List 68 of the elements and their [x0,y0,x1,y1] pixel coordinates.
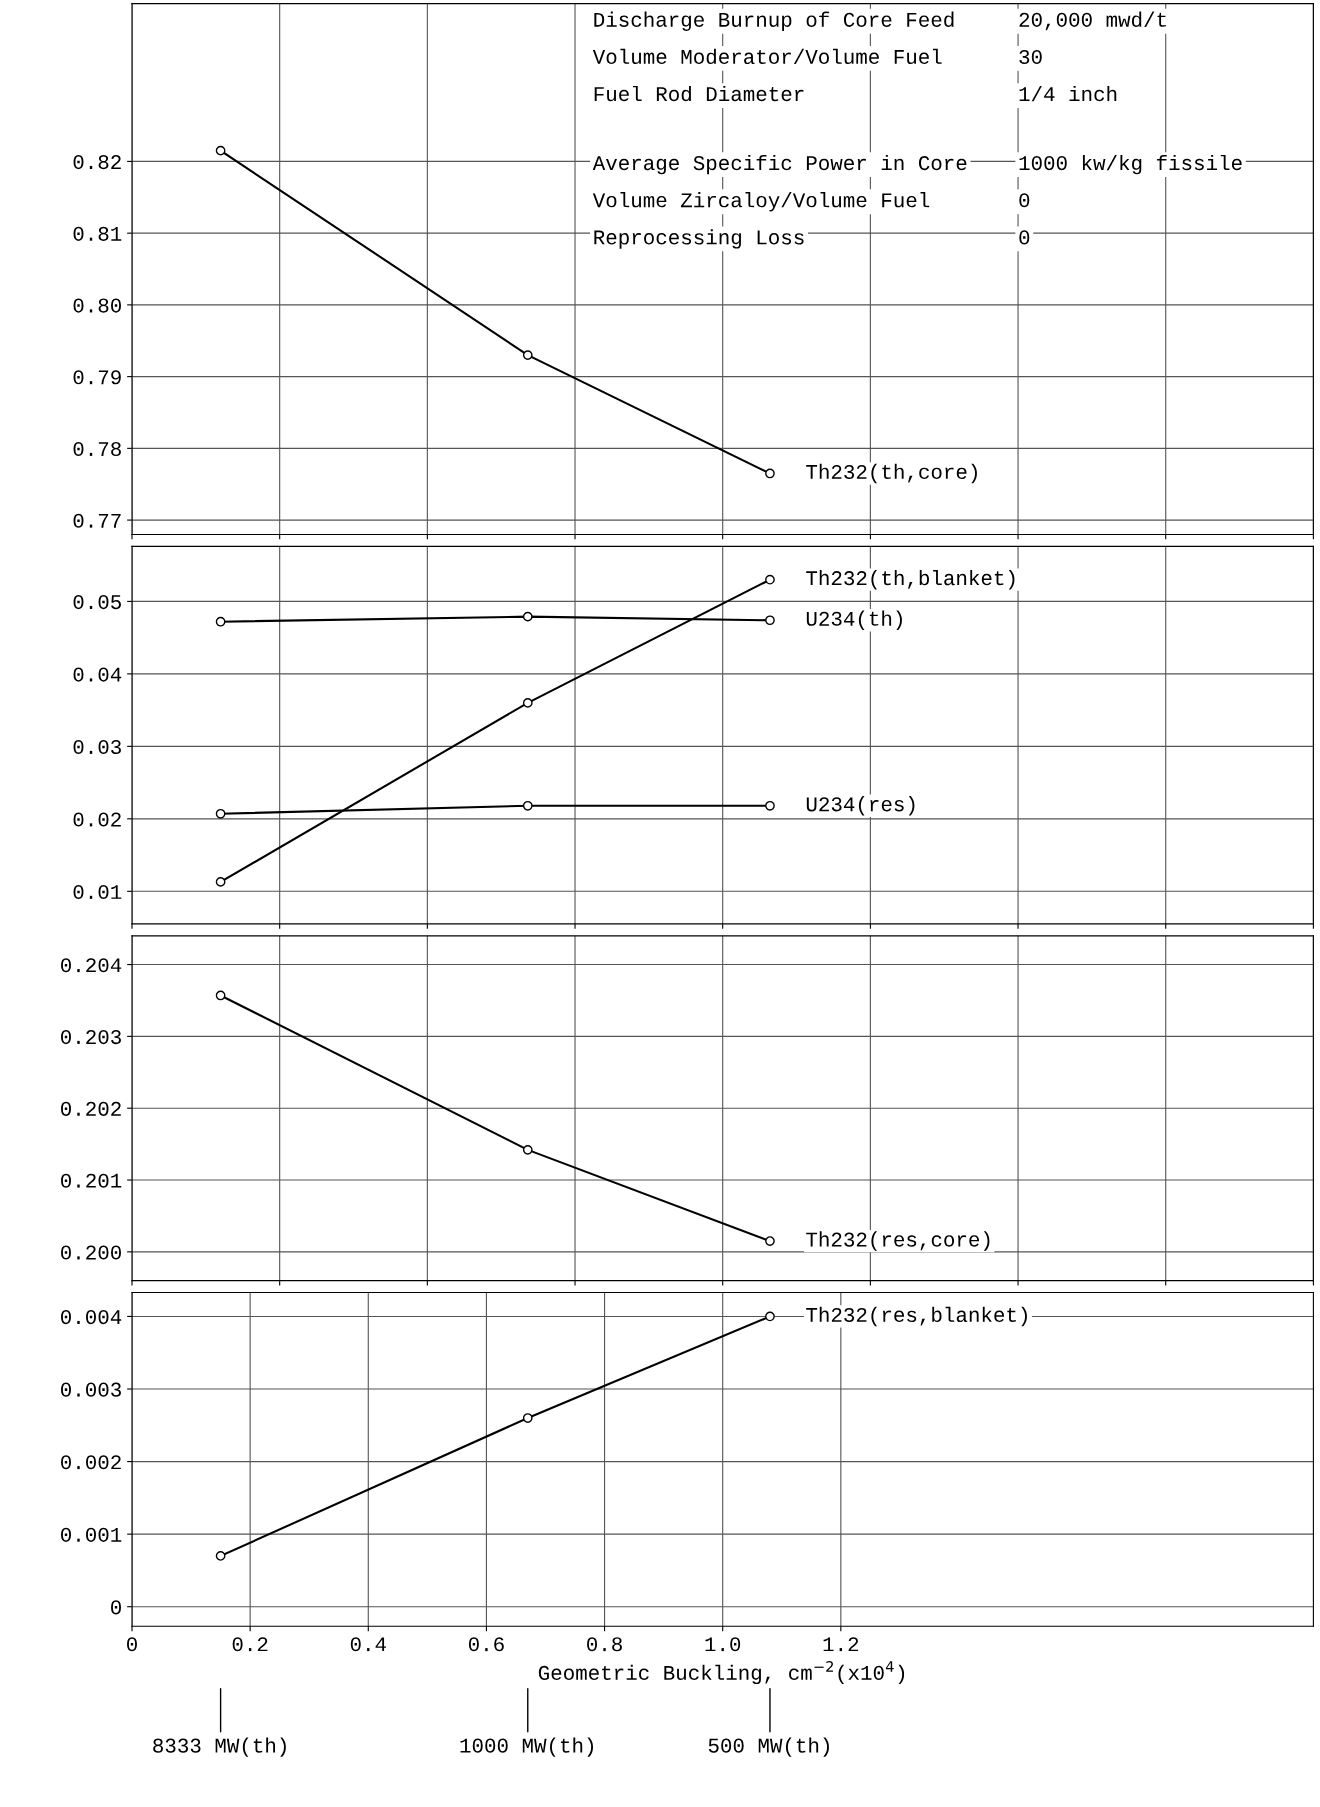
annotation: 0 [1019,230,1030,245]
point [765,800,775,811]
x-tick-label: 0.6 [468,1637,504,1652]
point [765,1311,775,1322]
y-tick-label: 0.003 [61,1382,121,1397]
annotation: 30 [1019,49,1042,65]
point [522,1413,533,1423]
annotation: 0 [1019,193,1030,208]
y-tick-label: 0.81 [73,226,122,241]
point [215,877,226,887]
point [215,1551,226,1561]
x-tick-label: 0 [127,1637,137,1652]
y-tick-label: 0.202 [61,1101,121,1116]
annotation: 1000 MW(th) [460,1737,594,1757]
x-tick-label: 1.2 [823,1637,859,1652]
series-label: U234(th) [806,610,902,630]
annotation: Volume Zircaloy/Volume Fuel [592,192,930,212]
y-tick-label: 0.79 [73,370,121,385]
series-label: U234(res) [806,796,915,816]
point [215,616,226,627]
x-tick-label: 0.8 [587,1637,622,1652]
point [522,611,533,622]
point [522,800,533,811]
y-tick-label: 0 [111,1600,121,1615]
series-label: Th232(th,blanket) [806,569,1015,590]
point [215,808,226,819]
y-tick-label: 0.201 [61,1173,122,1188]
x-tick-label: 0.4 [350,1637,386,1652]
annotation: 1000 kw/kg fissile [1019,154,1242,175]
point [522,350,533,360]
point [215,990,226,1001]
y-tick-label: 0.03 [73,739,121,755]
x-tick-label: 0.2 [232,1637,268,1652]
annotation: Fuel Rod Diameter [594,85,804,102]
y-tick-label: 0.200 [61,1245,121,1260]
series-label: Th232(res,blanket) [806,1306,1027,1327]
annotation: 500 MW(th) [708,1737,829,1757]
y-tick-label: 0.05 [73,595,121,610]
y-tick-label: 0.204 [61,958,122,973]
annotation: 8333 MW(th) [153,1737,286,1757]
point [765,468,775,479]
y-tick-label: 0.02 [73,812,121,827]
series-label: Th232(th,core) [806,463,977,484]
point [765,574,775,585]
y-tick-label: 0.82 [73,155,121,170]
annotation: 20,000 mwd/t [1019,11,1166,31]
annotation: Volume Moderator/Volume Fuel [592,48,942,65]
y-tick-label: 0.203 [61,1029,121,1045]
y-tick-label: 0.80 [73,298,121,313]
annotation: Average Specific Power in Core [592,154,967,175]
point [522,1145,533,1155]
annotation: Discharge Burnup of Core Feed [594,11,954,31]
x-axis-title: Geometric Buckling, cm$^{−2}$(x10$^{4}$) [538,1661,905,1685]
y-tick-label: 0.77 [73,513,121,528]
y-tick-label: 0.01 [73,884,122,900]
y-tick-label: 0.78 [73,441,121,457]
point [522,698,533,708]
series-label: Th232(res,core) [806,1231,990,1251]
point [765,615,775,626]
x-tick-label: 1.0 [705,1637,741,1652]
y-tick-label: 0.004 [61,1310,122,1325]
y-tick-label: 0.002 [61,1455,121,1470]
y-tick-label: 0.04 [73,667,122,682]
point [765,1236,775,1246]
point [215,145,226,156]
y-tick-label: 0.001 [61,1527,122,1542]
annotation: Reprocessing Loss [594,229,804,249]
annotation: 1/4 inch [1019,85,1117,102]
